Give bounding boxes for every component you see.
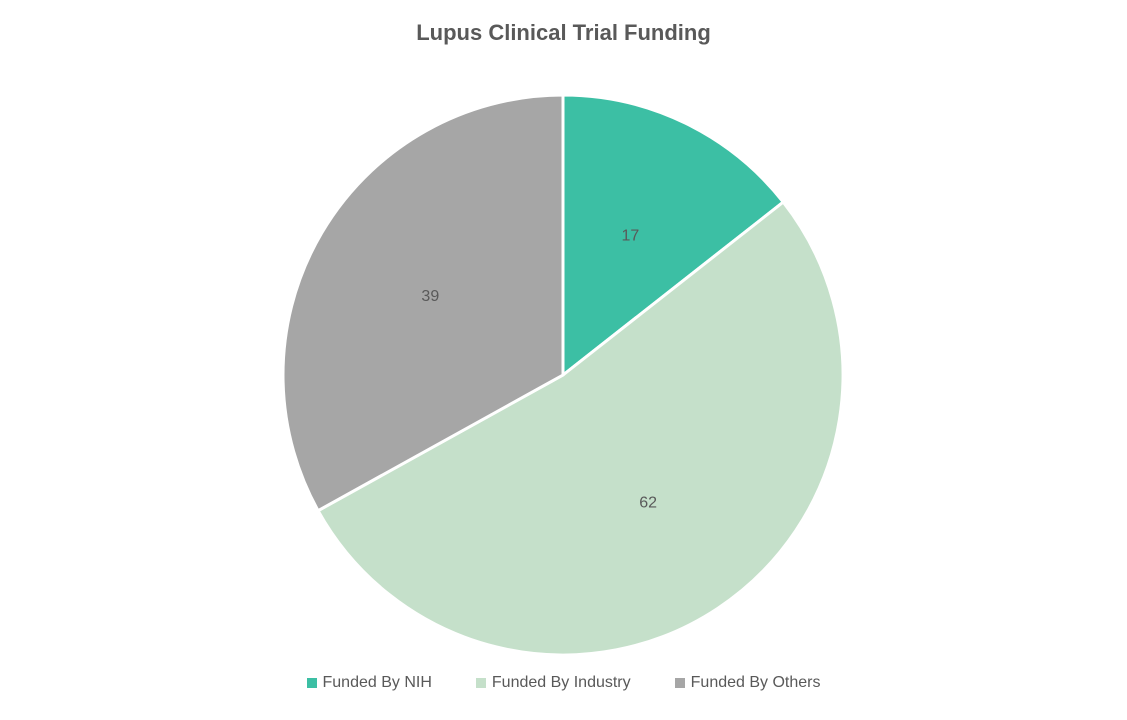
- legend-item-2: Funded By Others: [675, 674, 821, 692]
- legend-label-2: Funded By Others: [691, 674, 821, 692]
- legend-item-0: Funded By NIH: [307, 674, 432, 692]
- legend-swatch-2: [675, 678, 685, 688]
- legend-item-1: Funded By Industry: [476, 674, 631, 692]
- legend-swatch-1: [476, 678, 486, 688]
- chart-legend: Funded By NIH Funded By Industry Funded By…: [0, 674, 1127, 692]
- legend-label-1: Funded By Industry: [492, 674, 631, 692]
- legend-label-0: Funded By NIH: [323, 674, 432, 692]
- pie-chart: Lupus Clinical Trial Funding 176239 Fund…: [0, 0, 1127, 720]
- pie-slice-value-0: 17: [621, 228, 639, 245]
- pie-svg: 17 62 39: [0, 0, 1127, 720]
- pie-slice-value-1: 62: [639, 495, 657, 512]
- legend-swatch-0: [307, 678, 317, 688]
- pie-slice-value-2: 39: [421, 288, 439, 305]
